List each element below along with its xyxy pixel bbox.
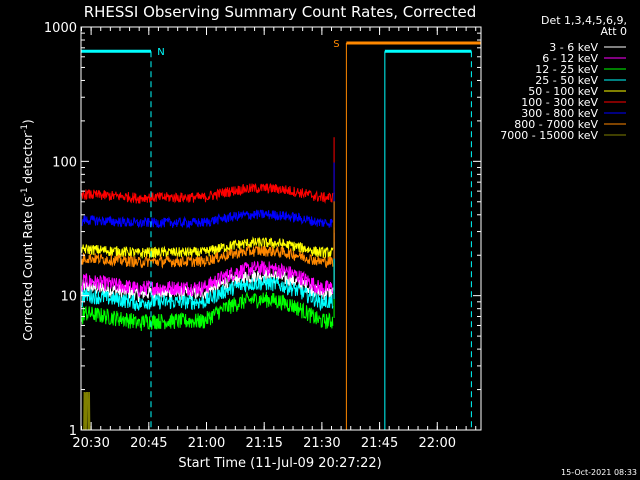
series-line [82,392,91,431]
series-line [81,236,334,259]
y-axis-label-part2: detector [21,133,35,188]
chart-title: RHESSI Observing Summary Count Rates, Co… [84,3,477,21]
y-tick-label: 10 [60,290,77,305]
y-tick-label: 1 [69,424,77,439]
x-tick-label: 20:45 [130,436,167,451]
x-axis-label: Start Time (11-Jul-09 20:27:22) [178,456,381,471]
legend-label: 7000 - 15000 keV [500,129,598,142]
legend-label: 50 - 100 keV [528,85,598,98]
flag-label: N [157,47,164,58]
series-7 [81,201,335,269]
legend-label: 100 - 300 keV [521,96,598,109]
series-line [81,245,334,269]
legend-header: Att 0 [601,25,627,38]
legend-header: Det 1,3,4,5,6,9, [541,14,627,27]
legend-label: 300 - 800 keV [521,107,598,120]
series-8 [82,392,91,431]
x-tick-label: 21:15 [245,436,282,451]
y-axis-label-sup2: -1 [20,124,30,133]
series-line [81,183,334,204]
x-ticks: 20:30 20:45 21:00 21:15 21:30 21:45 22:00 [72,27,477,451]
legend-label: 12 - 25 keV [535,63,598,76]
x-tick-label: 21:00 [188,436,225,451]
y-axis-label-sup1: -1 [20,187,30,196]
x-tick-label: 22:00 [419,436,456,451]
y-tick-label: 100 [52,155,77,170]
flag-label: S [333,39,339,50]
series-line [81,276,334,312]
series-layer [81,137,335,431]
legend-label: 6 - 12 keV [542,52,598,65]
x-tick-label: 20:30 [72,436,109,451]
legend-label: 25 - 50 keV [535,74,598,87]
series-line [81,209,333,229]
y-axis-label-part1: Corrected Count Rate (s [21,196,35,340]
legend-label: 3 - 6 keV [549,41,598,54]
y-axis-label-part3: ) [21,119,35,124]
x-tick-label: 21:45 [361,436,398,451]
series-line [81,260,334,298]
y-ticks: 1 10 100 1000 [44,21,481,439]
timestamp: 15-Oct-2021 08:33 [561,468,637,477]
y-tick-label: 1000 [44,21,77,36]
plot-frame [80,26,482,431]
x-tick-label: 21:30 [303,436,340,451]
y-axis-label: Corrected Count Rate (s-1 detector-1) [20,119,35,340]
legend-label: 800 - 7000 keV [514,118,598,131]
series-line [81,291,334,332]
